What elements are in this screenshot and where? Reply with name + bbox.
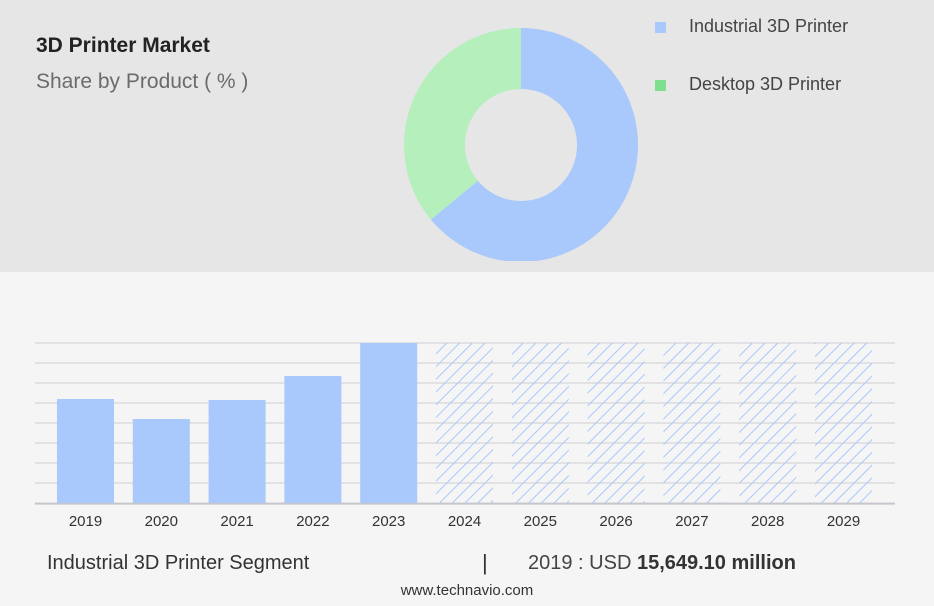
bar-2019 — [57, 399, 114, 503]
bar-2024 — [436, 343, 493, 503]
chart-title: 3D Printer Market — [36, 34, 210, 57]
donut-slice-industrial-3d-printer — [430, 28, 638, 262]
x-tick-2026: 2026 — [599, 513, 632, 530]
x-tick-2024: 2024 — [448, 513, 481, 530]
donut-clip — [380, 261, 680, 272]
bar-2020 — [132, 419, 190, 503]
segment-value: 2019 : USD 15,649.10 million — [528, 552, 796, 575]
bar-2026 — [587, 343, 645, 503]
x-tick-2023: 2023 — [372, 513, 405, 530]
x-tick-2020: 2020 — [145, 513, 178, 530]
donut-chart — [380, 28, 680, 272]
bar-2028 — [739, 343, 797, 503]
source-link[interactable]: www.technavio.com — [400, 582, 534, 599]
legend-label-industrial: Industrial 3D Printer — [689, 16, 849, 36]
bar-2025 — [511, 343, 569, 503]
bar-2023 — [360, 343, 418, 503]
chart-subtitle: Share by Product ( % ) — [36, 70, 249, 93]
legend-label-desktop: Desktop 3D Printer — [689, 74, 842, 94]
bar-chart: 2019 2020 2021 2022 2023 2024 2025 2026 2027 2028… — [35, 342, 895, 530]
x-tick-2019: 2019 — [69, 513, 102, 530]
bar-2021 — [208, 400, 266, 503]
x-tick-2028: 2028 — [751, 513, 784, 530]
x-tick-2029: 2029 — [827, 513, 860, 530]
segment-value-amount: 15,649.10 million — [636, 552, 796, 574]
footer-separator: | — [482, 550, 488, 575]
legend-swatch-desktop — [655, 80, 666, 91]
segment-label: Industrial 3D Printer Segment — [47, 552, 310, 574]
segment-value-prefix: 2019 : USD — [528, 552, 632, 574]
legend-swatch-industrial — [655, 22, 666, 33]
x-tick-2021: 2021 — [220, 513, 253, 530]
bar-2027 — [663, 343, 721, 503]
bar-2022 — [284, 376, 342, 503]
x-tick-2027: 2027 — [675, 513, 708, 530]
donut-slice-desktop-3d-printer — [403, 28, 521, 220]
bar-2029 — [815, 343, 872, 503]
x-tick-2022: 2022 — [296, 513, 329, 530]
x-tick-2025: 2025 — [524, 513, 557, 530]
